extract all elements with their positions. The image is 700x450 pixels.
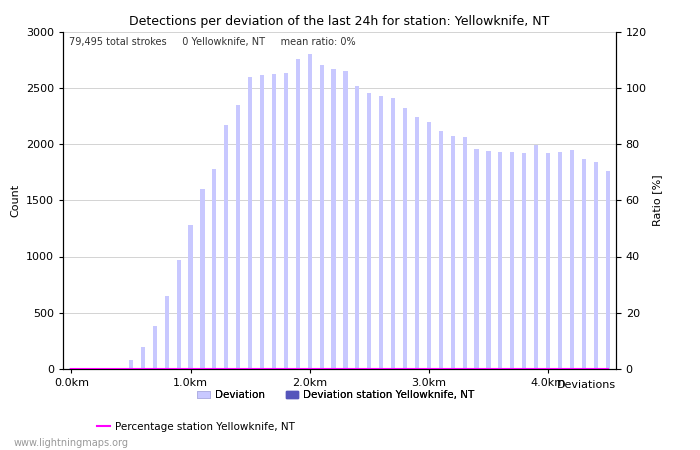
Bar [475, 148, 479, 369]
Bar [606, 171, 610, 369]
Bar [153, 326, 157, 369]
Bar [510, 152, 514, 369]
Bar [176, 260, 181, 369]
Bar [368, 94, 372, 369]
Bar [415, 117, 419, 369]
Bar [248, 76, 252, 369]
Bar [200, 189, 204, 369]
Bar [522, 153, 526, 369]
Text: www.lightningmaps.org: www.lightningmaps.org [14, 438, 129, 448]
Bar [534, 145, 538, 369]
Bar [379, 96, 384, 369]
Text: Deviations: Deviations [557, 380, 616, 390]
Text: 79,495 total strokes     0 Yellowknife, NT     mean ratio: 0%: 79,495 total strokes 0 Yellowknife, NT m… [69, 36, 355, 46]
Bar [224, 125, 228, 369]
Bar [332, 68, 335, 369]
Bar [260, 75, 264, 369]
Bar [212, 169, 216, 369]
Bar [451, 136, 455, 369]
Bar [164, 296, 169, 369]
Bar [486, 151, 491, 369]
Bar [427, 122, 431, 369]
Bar [236, 105, 240, 369]
Bar [344, 71, 347, 369]
Legend: Deviation, Deviation station Yellowknife, NT: Deviation, Deviation station Yellowknife… [193, 386, 479, 404]
Bar [570, 149, 574, 369]
Bar [188, 225, 193, 369]
Bar [319, 65, 323, 369]
Bar [558, 152, 562, 369]
Bar [463, 137, 467, 369]
Bar [272, 74, 276, 369]
Bar [594, 162, 598, 369]
Legend: Percentage station Yellowknife, NT: Percentage station Yellowknife, NT [93, 418, 299, 436]
Bar [439, 130, 443, 369]
Bar [284, 73, 288, 369]
Bar [307, 54, 312, 369]
Bar [582, 159, 586, 369]
Bar [129, 360, 133, 369]
Bar [295, 58, 300, 369]
Bar [356, 86, 360, 369]
Bar [403, 108, 407, 369]
Y-axis label: Count: Count [10, 184, 20, 217]
Title: Detections per deviation of the last 24h for station: Yellowknife, NT: Detections per deviation of the last 24h… [130, 14, 550, 27]
Bar [391, 98, 395, 369]
Bar [498, 152, 503, 369]
Bar [141, 346, 145, 369]
Bar [546, 153, 550, 369]
Y-axis label: Ratio [%]: Ratio [%] [652, 175, 662, 226]
